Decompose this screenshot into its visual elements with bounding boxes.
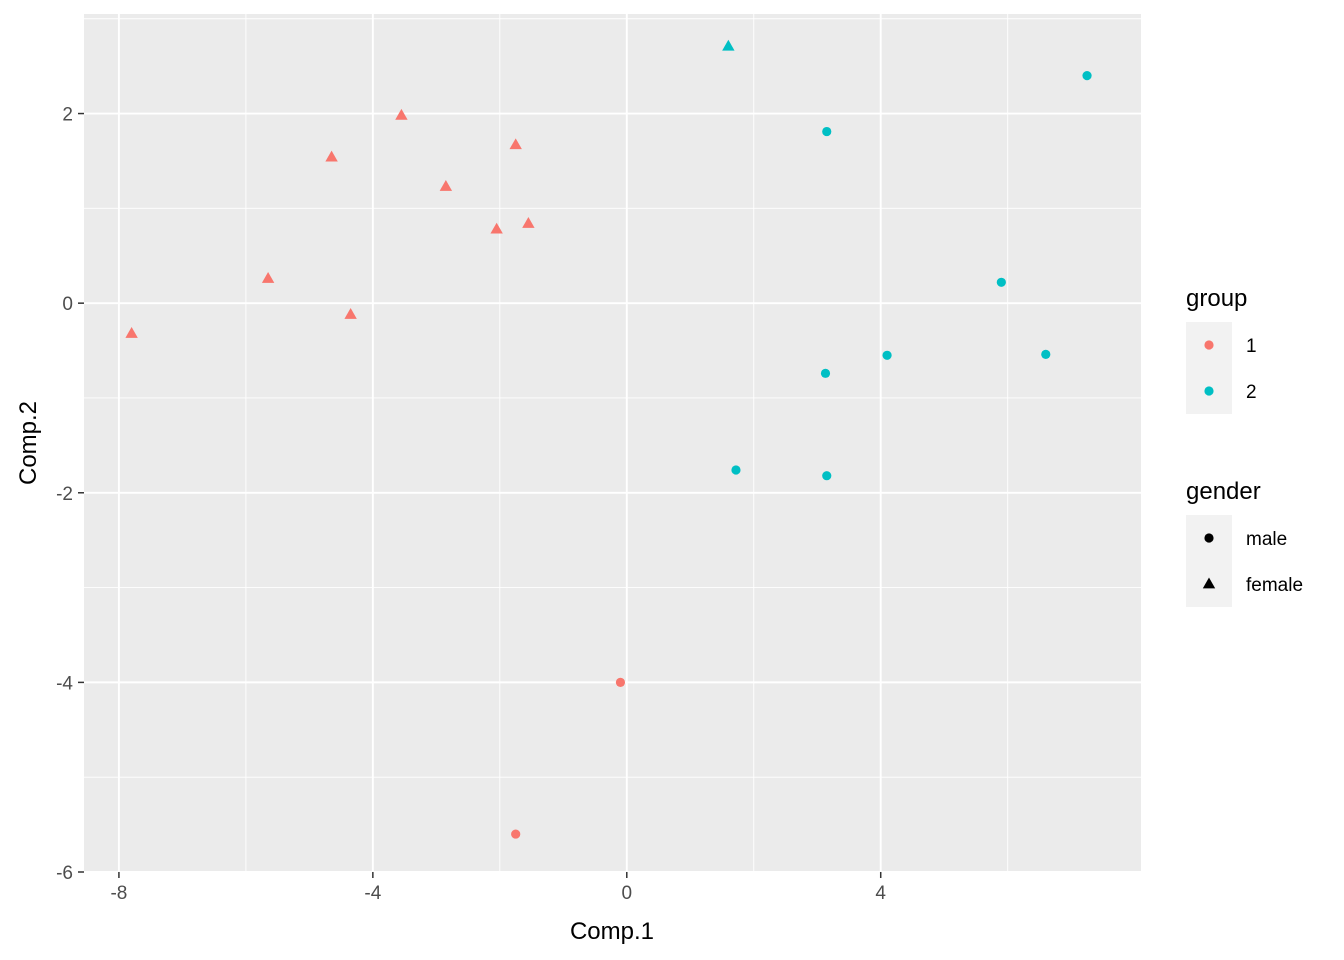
data-point: [511, 829, 521, 839]
data-points: [125, 39, 1092, 839]
x-tick-label: -8: [110, 883, 127, 904]
y-tick-label: -6: [56, 863, 73, 884]
data-point: [722, 39, 735, 51]
x-tick-label: -4: [364, 883, 381, 904]
y-tick-label: -2: [56, 484, 73, 505]
data-point: [522, 217, 535, 228]
legend-label: female: [1246, 575, 1303, 596]
data-point: [1082, 71, 1092, 81]
data-point: [882, 350, 892, 360]
data-point: [490, 222, 503, 234]
legend-label: 1: [1246, 336, 1257, 357]
data-point: [1041, 349, 1051, 359]
legend-key-background: [1186, 515, 1232, 607]
y-tick-label: -4: [56, 673, 73, 694]
legend-key-background: [1186, 322, 1232, 414]
plot-panel: [84, 14, 1141, 872]
data-point: [125, 326, 138, 338]
legend-title: group: [1186, 285, 1247, 312]
data-point: [325, 150, 338, 162]
legend-label: male: [1246, 529, 1287, 550]
data-point: [615, 677, 626, 687]
legend-key: [1202, 577, 1216, 589]
y-tick-label: 0: [62, 294, 73, 315]
minor-gridlines: [84, 14, 1141, 872]
legend-label: 2: [1246, 382, 1257, 403]
data-point: [344, 308, 357, 319]
data-point: [261, 272, 275, 283]
y-axis-ticks: 2 0 -2 -4 -6: [56, 105, 84, 884]
data-point: [820, 368, 831, 378]
x-tick-label: 4: [875, 883, 886, 904]
data-point: [822, 126, 832, 137]
legend-gender: gender male female: [1186, 478, 1303, 607]
legend-title: gender: [1186, 478, 1261, 505]
data-point: [509, 138, 522, 150]
legend-key: [1204, 533, 1214, 543]
x-tick-label: 0: [621, 883, 632, 904]
y-axis-title: Comp.2: [15, 401, 42, 485]
data-point: [822, 471, 832, 481]
legend-key: [1204, 386, 1214, 396]
legend-key: [1204, 340, 1214, 350]
legend: group 1 2 gender male female: [1186, 285, 1303, 607]
data-point: [395, 108, 408, 120]
legend-group: group 1 2: [1186, 285, 1257, 414]
x-axis-ticks: -8 -4 0 4: [110, 872, 886, 904]
y-tick-label: 2: [62, 105, 73, 126]
major-gridlines: [84, 14, 1141, 873]
data-point: [439, 180, 453, 191]
data-point: [731, 465, 741, 475]
x-axis-title: Comp.1: [570, 918, 654, 945]
data-point: [996, 277, 1006, 287]
